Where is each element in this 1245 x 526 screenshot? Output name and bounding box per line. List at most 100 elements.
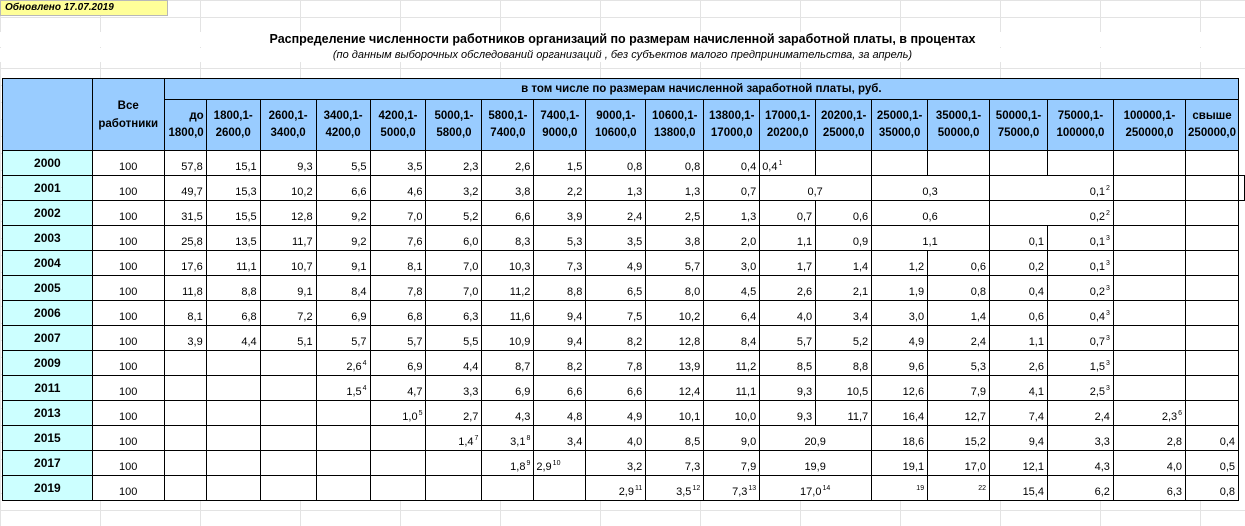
value-cell[interactable] — [163, 375, 207, 401]
value-cell[interactable] — [1185, 200, 1239, 226]
value-cell[interactable] — [1112, 175, 1187, 201]
value-cell[interactable]: 1,89 — [481, 450, 535, 476]
value-cell[interactable]: 0,23 — [1046, 275, 1114, 301]
value-cell[interactable]: 2,36 — [1112, 400, 1187, 426]
value-cell[interactable]: 1,1 — [759, 225, 817, 251]
value-cell[interactable]: 9,3 — [259, 150, 317, 176]
value-cell[interactable]: 8,5 — [759, 350, 817, 376]
updated-note[interactable]: Обновлено 17.07.2019 — [0, 0, 168, 16]
value-cell[interactable]: 12,1 — [989, 450, 1048, 476]
value-cell[interactable]: 15,2 — [927, 425, 991, 451]
value-cell[interactable]: 0,8 — [1185, 475, 1239, 501]
value-cell[interactable]: 0,5 — [1185, 450, 1239, 476]
value-cell[interactable]: 0,6 — [871, 200, 991, 226]
value-cell[interactable]: 0,6 — [927, 250, 991, 276]
value-cell[interactable]: 6,4 — [703, 300, 761, 326]
value-cell[interactable]: 2,4 — [927, 325, 991, 351]
value-cell[interactable]: 2,911 — [585, 475, 647, 501]
value-cell[interactable]: 6,3 — [425, 300, 483, 326]
value-cell[interactable]: 9,6 — [871, 350, 929, 376]
value-cell[interactable] — [1112, 275, 1187, 301]
value-cell[interactable]: 13,5 — [205, 225, 261, 251]
value-cell[interactable]: 6,6 — [533, 375, 587, 401]
value-cell[interactable] — [315, 450, 371, 476]
value-cell[interactable]: 6,6 — [481, 200, 535, 226]
value-cell[interactable]: 31,5 — [163, 200, 207, 226]
value-cell[interactable]: 7,5 — [585, 300, 647, 326]
value-cell[interactable]: 1,5 — [533, 150, 587, 176]
value-cell[interactable]: 9,0 — [703, 425, 761, 451]
value-cell[interactable]: 0,6 — [815, 200, 873, 226]
value-cell[interactable]: 1,3 — [703, 200, 761, 226]
value-cell[interactable]: 2,910 — [533, 450, 587, 476]
value-cell[interactable]: 11,8 — [163, 275, 207, 301]
value-cell[interactable] — [1112, 325, 1187, 351]
value-cell[interactable]: 0,13 — [1046, 250, 1114, 276]
value-cell[interactable]: 1,47 — [425, 425, 483, 451]
value-cell[interactable]: 3,8 — [481, 175, 535, 201]
value-cell[interactable]: 7,3 — [533, 250, 587, 276]
value-cell[interactable]: 3,0 — [871, 300, 929, 326]
value-cell[interactable]: 9,1 — [259, 275, 317, 301]
value-cell[interactable]: 8,2 — [585, 325, 647, 351]
value-cell[interactable] — [259, 425, 317, 451]
value-cell[interactable]: 6,9 — [369, 350, 427, 376]
value-cell[interactable]: 15,4 — [989, 475, 1048, 501]
value-cell[interactable]: 8,7 — [481, 350, 535, 376]
value-cell[interactable]: 5,7 — [369, 325, 427, 351]
value-cell[interactable]: 17,6 — [163, 250, 207, 276]
value-cell[interactable]: 0,12 — [989, 175, 1114, 201]
value-cell[interactable]: 6,0 — [425, 225, 483, 251]
value-cell[interactable] — [1238, 175, 1245, 201]
value-cell[interactable]: 12,8 — [645, 325, 705, 351]
total-cell[interactable]: 100 — [91, 200, 165, 226]
value-cell[interactable]: 11,1 — [703, 375, 761, 401]
value-cell[interactable]: 1,2 — [871, 250, 929, 276]
value-cell[interactable]: 8,4 — [703, 325, 761, 351]
value-cell[interactable]: 7,3 — [645, 450, 705, 476]
year-cell[interactable]: 2011 — [2, 375, 93, 401]
value-cell[interactable]: 22 — [927, 475, 991, 501]
value-cell[interactable] — [927, 150, 991, 176]
value-cell[interactable]: 15,3 — [205, 175, 261, 201]
value-cell[interactable] — [315, 425, 371, 451]
value-cell[interactable]: 6,2 — [1046, 475, 1114, 501]
value-cell[interactable]: 16,4 — [871, 400, 929, 426]
value-cell[interactable]: 3,2 — [425, 175, 483, 201]
value-cell[interactable]: 0,8 — [585, 150, 647, 176]
value-cell[interactable]: 13,9 — [645, 350, 705, 376]
value-cell[interactable] — [989, 150, 1048, 176]
value-cell[interactable]: 20,9 — [759, 425, 873, 451]
value-cell[interactable]: 4,5 — [703, 275, 761, 301]
value-cell[interactable] — [1112, 300, 1187, 326]
value-cell[interactable]: 15,5 — [205, 200, 261, 226]
value-cell[interactable]: 10,5 — [815, 375, 873, 401]
total-cell[interactable]: 100 — [91, 450, 165, 476]
value-cell[interactable]: 1,54 — [315, 375, 371, 401]
value-cell[interactable]: 2,6 — [759, 275, 817, 301]
total-cell[interactable]: 100 — [91, 225, 165, 251]
value-cell[interactable] — [205, 425, 261, 451]
value-cell[interactable]: 10,0 — [703, 400, 761, 426]
value-cell[interactable]: 0,8 — [645, 150, 705, 176]
year-cell[interactable]: 2001 — [2, 175, 93, 201]
value-cell[interactable]: 25,8 — [163, 225, 207, 251]
value-cell[interactable]: 4,4 — [205, 325, 261, 351]
value-cell[interactable]: 9,4 — [533, 300, 587, 326]
value-cell[interactable]: 1,4 — [927, 300, 991, 326]
value-cell[interactable] — [1185, 300, 1239, 326]
value-cell[interactable]: 2,53 — [1046, 375, 1114, 401]
value-cell[interactable]: 8,1 — [369, 250, 427, 276]
value-cell[interactable] — [315, 400, 371, 426]
value-cell[interactable]: 7,8 — [369, 275, 427, 301]
value-cell[interactable] — [205, 475, 261, 501]
value-cell[interactable] — [1112, 350, 1187, 376]
value-cell[interactable]: 7,0 — [425, 250, 483, 276]
value-cell[interactable] — [369, 475, 427, 501]
value-cell[interactable]: 11,2 — [481, 275, 535, 301]
value-cell[interactable]: 11,7 — [259, 225, 317, 251]
value-cell[interactable]: 0,22 — [989, 200, 1114, 226]
value-cell[interactable]: 5,2 — [425, 200, 483, 226]
value-cell[interactable]: 10,7 — [259, 250, 317, 276]
value-cell[interactable]: 5,7 — [315, 325, 371, 351]
